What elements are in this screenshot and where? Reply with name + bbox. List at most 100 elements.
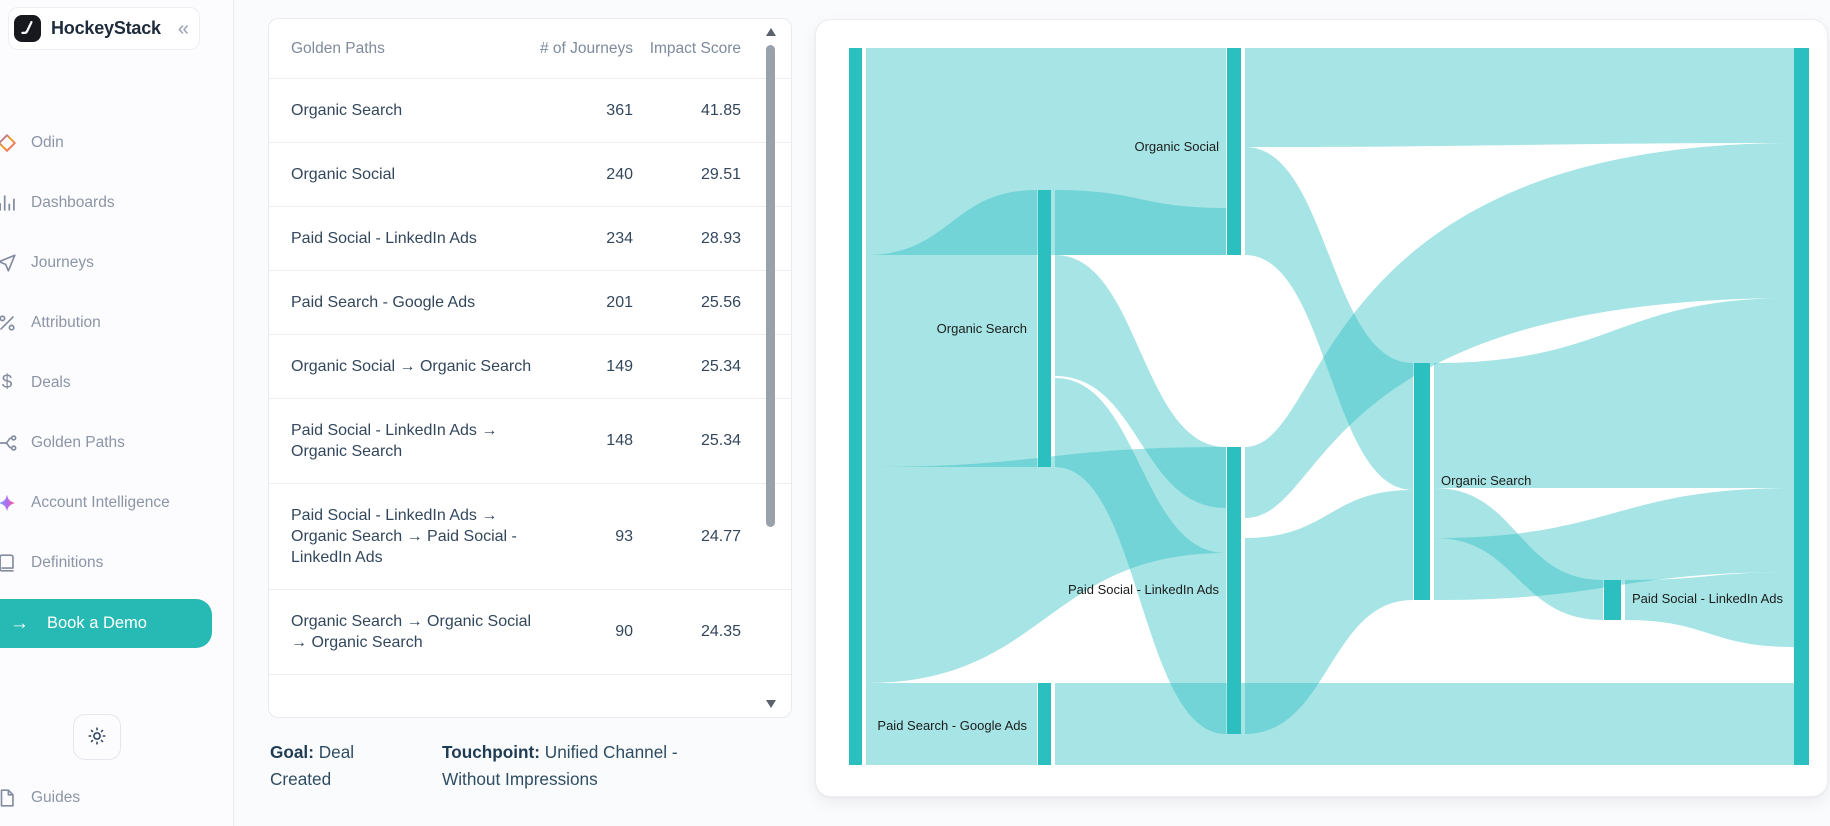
brand-header: HockeyStack « [8,7,200,50]
book-a-demo-button[interactable]: → Book a Demo [0,599,212,648]
touchpoint-summary: Touchpoint: Unified Channel - Without Im… [442,739,698,792]
odin-icon [0,132,18,154]
sankey-link [866,48,1226,255]
sankey-link [1434,298,1794,488]
table-scrollbar[interactable] [765,19,777,717]
scroll-up-icon[interactable] [766,28,776,36]
sidebar-item-label: Odin [31,134,64,151]
table-footer: Goal: Deal Created Touchpoint: Unified C… [270,739,698,792]
sankey-node-paid-social-linkedin-ads-2[interactable] [1604,580,1621,620]
table-row[interactable]: Organic Search → Organic Social → Organi… [269,590,791,675]
sidebar-item-attribution[interactable]: Attribution [0,293,233,353]
golden-path-cell: Paid Social - LinkedIn Ads → Organic Sea… [291,422,498,460]
journeys-cell: 361 [606,101,633,119]
journeys-cell: 234 [606,229,633,247]
sankey-node-paid-social-linkedin-ads[interactable] [1227,447,1241,734]
sidebar-item-deals[interactable]: $ Deals [0,353,233,413]
sankey-node-organic-search-2[interactable] [1414,363,1430,600]
sankey-link [1434,488,1794,600]
table-row[interactable]: Paid Social - LinkedIn Ads 234 28.93 [269,207,791,271]
table-row[interactable]: Paid Social - LinkedIn Ads → Organic Sea… [269,484,791,590]
column-header-journeys: # of Journeys [539,39,633,57]
dashboards-icon [0,192,18,214]
sidebar-footer: Guides [0,776,233,820]
golden-path-cell: Paid Social - LinkedIn Ads → Organic Sea… [291,507,517,566]
sidebar-collapse-button[interactable]: « [177,17,189,40]
golden-path-cell: Paid Search - Google Ads [291,294,476,311]
table-row[interactable]: Paid Search - Google Ads 201 25.56 [269,271,791,335]
scroll-down-icon[interactable] [766,700,776,708]
theme-toggle-button[interactable] [73,714,121,760]
sidebar-item-label: Attribution [31,314,101,331]
goal-summary: Goal: Deal Created [270,739,382,792]
sidebar-item-journeys[interactable]: Journeys [0,233,233,293]
sidebar-item-label: Account Intelligence [31,494,170,511]
definitions-icon [0,552,18,574]
sankey-link [1055,190,1226,255]
table-row[interactable]: Organic Social → Organic Search 149 25.34 [269,335,791,399]
account-intelligence-icon [0,492,18,514]
sankey-diagram: Organic Social Organic Search Paid Socia… [849,48,1809,765]
sankey-node-organic-search[interactable] [1038,190,1051,467]
journeys-cell: 240 [606,165,633,183]
sankey-link [866,190,1037,467]
impact-score-cell: 25.34 [700,432,741,449]
column-header-impact-score: Impact Score [649,39,741,57]
table-row[interactable]: Paid Social - LinkedIn Ads → Organic Sea… [269,399,791,484]
column-header-golden-paths: Golden Paths [291,39,385,57]
journeys-cell: 148 [606,432,633,449]
impact-score-cell: 25.56 [700,293,741,311]
hockeystack-logo-icon [14,15,41,42]
sankey-label: Paid Search - Google Ads [877,718,1027,733]
attribution-icon [0,312,18,334]
sun-icon [86,725,108,750]
sankey-label: Paid Social - LinkedIn Ads [1632,591,1784,606]
touchpoint-label: Touchpoint: [442,742,540,762]
sankey-link [1625,572,1794,647]
brand-name: HockeyStack [51,18,161,38]
goal-value: Deal Created [270,742,355,789]
golden-path-cell: Organic Social [291,166,396,183]
table-header-row: Golden Paths # of Journeys Impact Score [269,19,791,79]
impact-score-cell: 41.85 [700,101,741,119]
sidebar-item-dashboards[interactable]: Dashboards [0,173,233,233]
sankey-link [1055,683,1794,765]
touchpoint-value: Unified Channel - Without Impressions [442,742,678,789]
sidebar-item-account-intelligence[interactable]: Account Intelligence [0,473,233,533]
sankey-label: Organic Search [937,321,1027,336]
sidebar-item-definitions[interactable]: Definitions [0,533,233,593]
deals-icon: $ [1,372,13,393]
sankey-link [866,447,1226,683]
golden-path-cell: Organic Search [291,102,403,119]
sankey-link [1055,255,1226,508]
guides-icon [0,787,18,809]
journeys-cell: 149 [606,357,633,375]
sidebar-item-label: Journeys [31,254,94,271]
sankey-node-organic-social[interactable] [1227,48,1241,255]
sankey-node-paid-search-google-ads[interactable] [1038,683,1051,765]
table-row[interactable]: Organic Search 361 41.85 [269,79,791,143]
impact-score-cell: 24.77 [700,527,741,545]
sankey-label: Organic Search [1441,473,1531,488]
golden-path-cell: Organic Social → Organic Search [291,358,532,375]
table-row[interactable]: Organic Social 240 29.51 [269,143,791,207]
sidebar-item-label: Deals [31,374,71,391]
journeys-cell: 201 [606,293,633,311]
sankey-link [1055,378,1226,734]
golden-path-cell: Paid Social - LinkedIn Ads [291,230,477,247]
sidebar: HockeyStack « Odin Dashboards Journeys Attr… [0,0,234,826]
sidebar-item-label: Dashboards [31,194,115,211]
sidebar-item-golden-paths[interactable]: Golden Paths [0,413,233,473]
sankey-node-end[interactable] [1794,48,1809,765]
sankey-label: Paid Social - LinkedIn Ads [1068,582,1220,597]
sidebar-item-guides[interactable]: Guides [0,776,233,820]
sankey-node-start[interactable] [849,48,862,765]
journeys-cell: 90 [615,623,633,640]
sidebar-item-label: Definitions [31,554,104,571]
sidebar-item-odin[interactable]: Odin [0,113,233,173]
scrollbar-thumb[interactable] [766,45,775,527]
sankey-link [1434,488,1603,620]
golden-path-cell: Organic Search → Organic Social → Organi… [291,613,532,651]
sankey-label: Organic Social [1134,139,1219,154]
arrow-right-icon: → [10,612,29,634]
